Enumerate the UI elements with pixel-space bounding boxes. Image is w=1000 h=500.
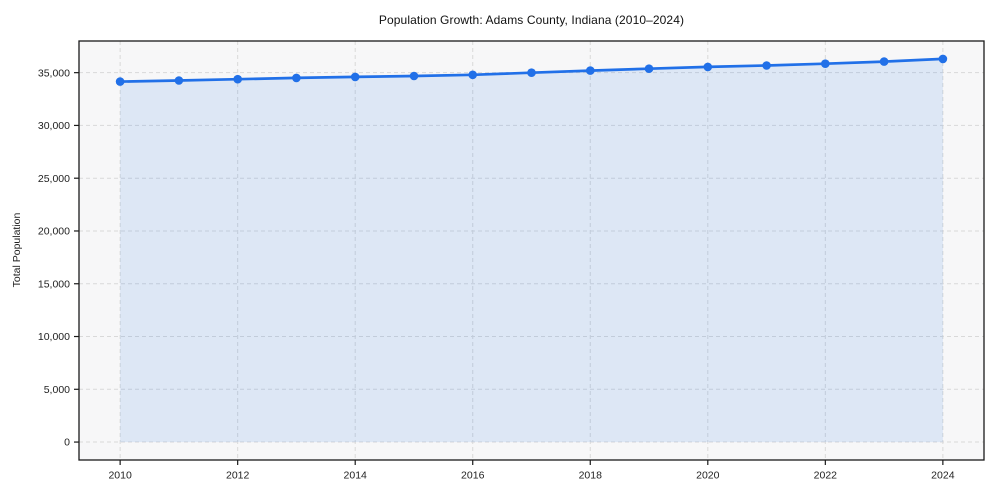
- x-tick-label: 2024: [931, 470, 955, 482]
- y-tick-label: 30,000: [38, 120, 70, 132]
- data-point: [703, 62, 713, 72]
- data-point: [468, 70, 478, 80]
- data-point: [879, 57, 889, 66]
- data-point: [409, 71, 419, 81]
- x-tick-label: 2014: [344, 470, 368, 482]
- x-tick-label: 2012: [226, 470, 250, 482]
- x-tick-label: 2022: [814, 470, 838, 482]
- chart-title: Population Growth: Adams County, Indiana…: [378, 13, 685, 27]
- y-tick-label: 10,000: [38, 331, 70, 343]
- data-point: [938, 54, 948, 64]
- x-tick-label: 2018: [579, 470, 603, 482]
- plot-border: [78, 40, 985, 461]
- y-tick-label: 15,000: [38, 278, 70, 290]
- x-tick-label: 2020: [696, 470, 720, 482]
- plot-area: [79, 41, 984, 460]
- data-point: [821, 59, 830, 68]
- y-tick-label: 5,000: [44, 384, 70, 396]
- data-point: [644, 64, 654, 73]
- data-point: [350, 72, 360, 82]
- area-fill: [120, 58, 943, 443]
- y-tick-label: 20,000: [38, 226, 70, 238]
- data-point: [527, 68, 536, 77]
- y-tick-label: 0: [64, 437, 70, 449]
- data-point: [762, 61, 771, 70]
- y-tick-label: 25,000: [38, 173, 70, 185]
- x-tick-label: 2016: [461, 470, 485, 482]
- x-tick-label: 2010: [108, 470, 132, 482]
- data-point: [115, 77, 125, 86]
- y-tick-label: 35,000: [38, 67, 70, 79]
- data-point: [174, 76, 184, 85]
- data-point: [586, 66, 595, 75]
- data-point: [292, 73, 301, 83]
- data-point: [233, 74, 242, 84]
